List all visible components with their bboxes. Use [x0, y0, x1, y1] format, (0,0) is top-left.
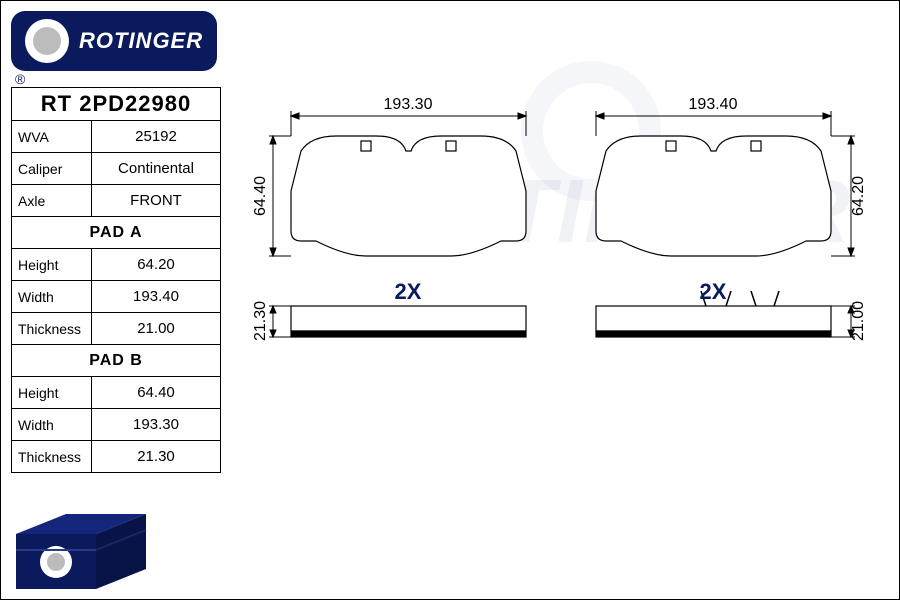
table-row: Width193.40	[12, 280, 220, 312]
table-row: Height64.40	[12, 376, 220, 408]
dim-width-right: 193.40	[689, 96, 738, 113]
pad-a-header: PAD A	[12, 217, 220, 248]
value-caliper: Continental	[92, 153, 220, 184]
dim-thick-right: 21.00	[850, 301, 867, 341]
pad-b-side	[291, 306, 526, 331]
label: Thickness	[12, 313, 92, 344]
registered-icon: ®	[15, 71, 25, 87]
pad-b-header: PAD B	[12, 345, 220, 376]
table-row: Width193.30	[12, 408, 220, 440]
table-row: Height64.20	[12, 248, 220, 280]
dim-height-right: 64.20	[850, 176, 867, 216]
dim-width-left: 193.30	[384, 96, 433, 113]
label: Height	[12, 377, 92, 408]
value: 64.40	[92, 377, 220, 408]
table-row: Thickness21.30	[12, 440, 220, 472]
brand-logo: ROTINGER ®	[11, 11, 221, 89]
dim-height-left: 64.40	[252, 176, 269, 216]
table-row: WVA25192	[12, 120, 220, 152]
pad-a-outline	[596, 136, 831, 256]
disc-icon	[25, 19, 69, 63]
brand-name: ROTINGER	[79, 28, 203, 54]
label-caliper: Caliper	[12, 153, 92, 184]
technical-drawing: 193.30 193.40 64.40 64.20	[251, 81, 871, 501]
dim-thick-left: 21.30	[252, 301, 269, 341]
pad-a-side	[596, 306, 831, 331]
value: 193.30	[92, 409, 220, 440]
qty-left: 2X	[395, 279, 422, 304]
value-axle: FRONT	[92, 185, 220, 216]
label: Height	[12, 249, 92, 280]
label-axle: Axle	[12, 185, 92, 216]
label-wva: WVA	[12, 121, 92, 152]
qty-right: 2X	[700, 279, 727, 304]
package-box-icon	[6, 494, 156, 594]
value: 64.20	[92, 249, 220, 280]
table-row: AxleFRONT	[12, 184, 220, 216]
value-wva: 25192	[92, 121, 220, 152]
spec-sheet: ROTINGER ® RT 2PD22980 WVA25192 CaliperC…	[0, 0, 900, 600]
pad-b-outline	[291, 136, 526, 256]
part-number: RT 2PD22980	[12, 88, 220, 120]
label: Width	[12, 409, 92, 440]
spec-table: RT 2PD22980 WVA25192 CaliperContinental …	[11, 87, 221, 473]
table-row: Thickness21.00	[12, 312, 220, 344]
value: 21.30	[92, 441, 220, 472]
label: Thickness	[12, 441, 92, 472]
label: Width	[12, 281, 92, 312]
value: 193.40	[92, 281, 220, 312]
logo-badge: ROTINGER	[11, 11, 217, 71]
table-row: CaliperContinental	[12, 152, 220, 184]
friction-layer	[291, 331, 526, 337]
value: 21.00	[92, 313, 220, 344]
